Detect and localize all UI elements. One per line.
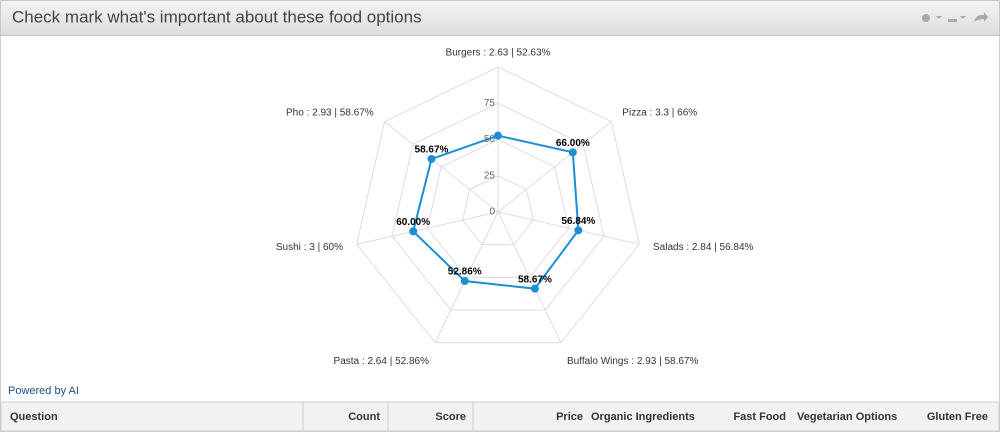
- data-point: [409, 227, 418, 236]
- data-label: 52.86%: [448, 267, 482, 278]
- category-label: Pho : 2.93 | 58.67%: [286, 108, 374, 119]
- spoke: [497, 121, 612, 213]
- category-label: Buffalo Wings : 2.93 | 58.67%: [567, 356, 698, 367]
- radial-tick-label: 75: [484, 98, 496, 109]
- header-bar: [0, 0, 1000, 36]
- category-label: Pasta : 2.64 | 52.86%: [334, 356, 430, 367]
- header-icons: [922, 12, 988, 22]
- radar-chart: Burgers : 2.63 | 52.63% Pizza : 3.3 | 66%…: [276, 48, 754, 367]
- category-label: Sushi : 3 | 60%: [276, 242, 343, 253]
- spoke: [434, 211, 499, 343]
- column-header: Fast Food: [733, 411, 786, 423]
- outer-ring: [356, 66, 640, 344]
- spoke: [384, 121, 499, 213]
- widget-title: Check mark what's important about these …: [12, 7, 422, 26]
- category-label: Burgers : 2.63 | 52.63%: [446, 48, 551, 59]
- data-label: 66.00%: [556, 138, 590, 149]
- grid-ring: [462, 175, 534, 246]
- spoke: [356, 211, 499, 245]
- data-point: [494, 131, 502, 140]
- spoke: [497, 211, 562, 343]
- table-columns: Question Count Score Price Organic Ingredien…: [10, 402, 988, 431]
- data-label: 58.67%: [518, 274, 552, 285]
- spoke: [497, 211, 640, 245]
- radial-tick-label: 0: [489, 207, 495, 218]
- dropdown-icon[interactable]: [960, 16, 966, 19]
- category-label: Salads : 2.84 | 56.84%: [653, 242, 754, 253]
- column-header: Score: [435, 411, 466, 423]
- table-header: [0, 401, 1000, 432]
- category-label: Pizza : 3.3 | 66%: [622, 108, 697, 119]
- data-label: 60.00%: [396, 217, 430, 228]
- settings-icon[interactable]: [922, 14, 930, 22]
- data-point: [460, 277, 469, 286]
- column-header: Gluten Free: [927, 411, 988, 423]
- column-header: Organic Ingredients: [591, 411, 695, 423]
- column-header: Question: [10, 411, 58, 423]
- data-point: [574, 226, 583, 235]
- data-point: [530, 284, 539, 293]
- column-header: Price: [556, 411, 583, 423]
- data-point: [427, 154, 436, 163]
- share-icon[interactable]: [974, 12, 988, 22]
- radial-tick-label: 25: [484, 170, 496, 181]
- grid-ring: [391, 102, 605, 311]
- grid-ring: [426, 138, 570, 278]
- powered-link[interactable]: Powered by AI: [8, 385, 79, 397]
- data-point: [568, 148, 577, 157]
- column-header: Vegetarian Options: [797, 411, 897, 423]
- series-line: [412, 134, 580, 290]
- download-icon[interactable]: [948, 19, 957, 22]
- dropdown-icon[interactable]: [936, 16, 942, 19]
- data-label: 58.67%: [415, 145, 449, 156]
- column-header: Count: [348, 411, 380, 423]
- data-label: 56.84%: [561, 216, 595, 227]
